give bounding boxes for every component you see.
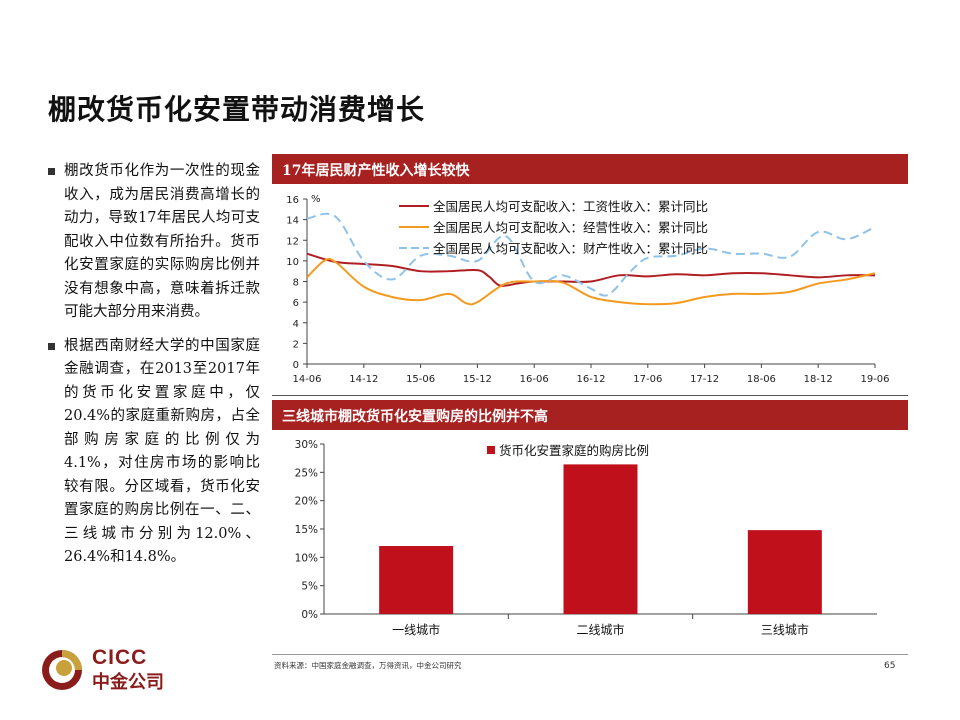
bar-2	[563, 464, 638, 614]
page-number: 65	[884, 661, 896, 671]
y-tick-label: 10%	[295, 552, 318, 564]
page-title: 棚改货币化安置带动消费增长	[48, 93, 426, 126]
legend-swatch	[487, 446, 495, 454]
bar-chart: 0% 5% 10% 15% 20% 25% 30% 一线城市 二线城市 三线城市 货币化安置家庭的购…	[295, 439, 877, 637]
y-tick-label: 12	[286, 236, 299, 247]
legend-label-3: 全国居民人均可支配收入：财产性收入：累计同比	[433, 241, 708, 256]
logo-text-cn: 中金公司	[92, 672, 164, 693]
cicc-emblem-icon	[42, 650, 82, 690]
y-tick-label: 10	[286, 257, 299, 268]
bullet-text-2: 根据西南财经大学的中国家庭金融调查，在2013至2017年的货币化安置家庭中，仅…	[64, 337, 260, 566]
bullet-point-1: 棚改货币化作为一次性的现金收入，成为居民消费高增长的动力，导致17年居民人均可支…	[48, 160, 260, 325]
y-tick-label: 8	[293, 278, 299, 289]
y-unit-label: %	[311, 194, 321, 205]
source-note: 资料来源：中国家庭金融调查，万得资讯，中金公司研究	[274, 661, 462, 670]
line-chart: 0 2 4 6 8 10 12 14 16 % 14-06 14-12 15-06 15-12 16-06 1…	[286, 194, 889, 385]
x-tick-label: 16-12	[576, 374, 605, 385]
bullet-point-2: 根据西南财经大学的中国家庭金融调查，在2013至2017年的货币化安置家庭中，仅…	[48, 335, 260, 570]
logo-text-en: CICC	[92, 646, 148, 669]
legend-label-1: 全国居民人均可支配收入：工资性收入：累计同比	[433, 199, 708, 214]
x-tick-label: 18-06	[747, 374, 776, 385]
footer-rule	[272, 654, 908, 655]
line-chart-header: 17年居民财产性收入增长较快	[272, 154, 908, 184]
cicc-logo: CICC 中金公司	[40, 646, 180, 694]
y-tick-label: 15%	[295, 524, 318, 536]
x-category-label: 二线城市	[576, 622, 624, 637]
y-tick-label: 4	[293, 319, 299, 330]
x-tick-label: 17-12	[690, 374, 719, 385]
x-tick-label: 19-06	[860, 374, 889, 385]
x-tick-label: 18-12	[804, 374, 833, 385]
x-tick-label: 14-06	[292, 374, 321, 385]
x-category-label: 三线城市	[761, 622, 809, 637]
legend-label: 货币化安置家庭的购房比例	[499, 443, 649, 458]
x-tick-label: 15-06	[406, 374, 435, 385]
bullet-square-icon	[48, 342, 55, 350]
bullet-text-1: 棚改货币化作为一次性的现金收入，成为居民消费高增长的动力，导致17年居民人均可支…	[64, 163, 260, 320]
summary-text: 棚改货币化作为一次性的现金收入，成为居民消费高增长的动力，导致17年居民人均可支…	[48, 160, 260, 580]
x-tick-label: 17-06	[633, 374, 662, 385]
series-line-1	[306, 252, 876, 287]
line-chart-bottom-rule	[272, 395, 908, 396]
y-tick-label: 5%	[301, 581, 318, 593]
legend-label-2: 全国居民人均可支配收入：经营性收入：累计同比	[433, 220, 708, 235]
y-tick-label: 14	[286, 216, 299, 227]
y-tick-label: 20%	[295, 496, 318, 508]
y-tick-label: 6	[293, 298, 299, 309]
bar-3	[747, 530, 822, 614]
y-tick-label: 0	[293, 360, 299, 371]
x-tick-label: 15-12	[463, 374, 492, 385]
series-line-3	[306, 212, 876, 297]
x-tick-label: 16-06	[520, 374, 549, 385]
series-line-2	[306, 257, 876, 306]
bullet-square-icon	[48, 168, 55, 175]
y-tick-label: 2	[293, 339, 299, 350]
y-tick-label: 30%	[295, 439, 318, 451]
y-tick-label: 0%	[301, 609, 318, 621]
y-tick-label: 16	[286, 195, 299, 206]
bar-1	[379, 546, 454, 614]
bar-chart-header: 三线城市棚改货币化安置购房的比例并不高	[272, 400, 908, 430]
x-category-label: 一线城市	[392, 622, 440, 637]
y-tick-label: 25%	[295, 467, 318, 479]
x-tick-label: 14-12	[349, 374, 378, 385]
